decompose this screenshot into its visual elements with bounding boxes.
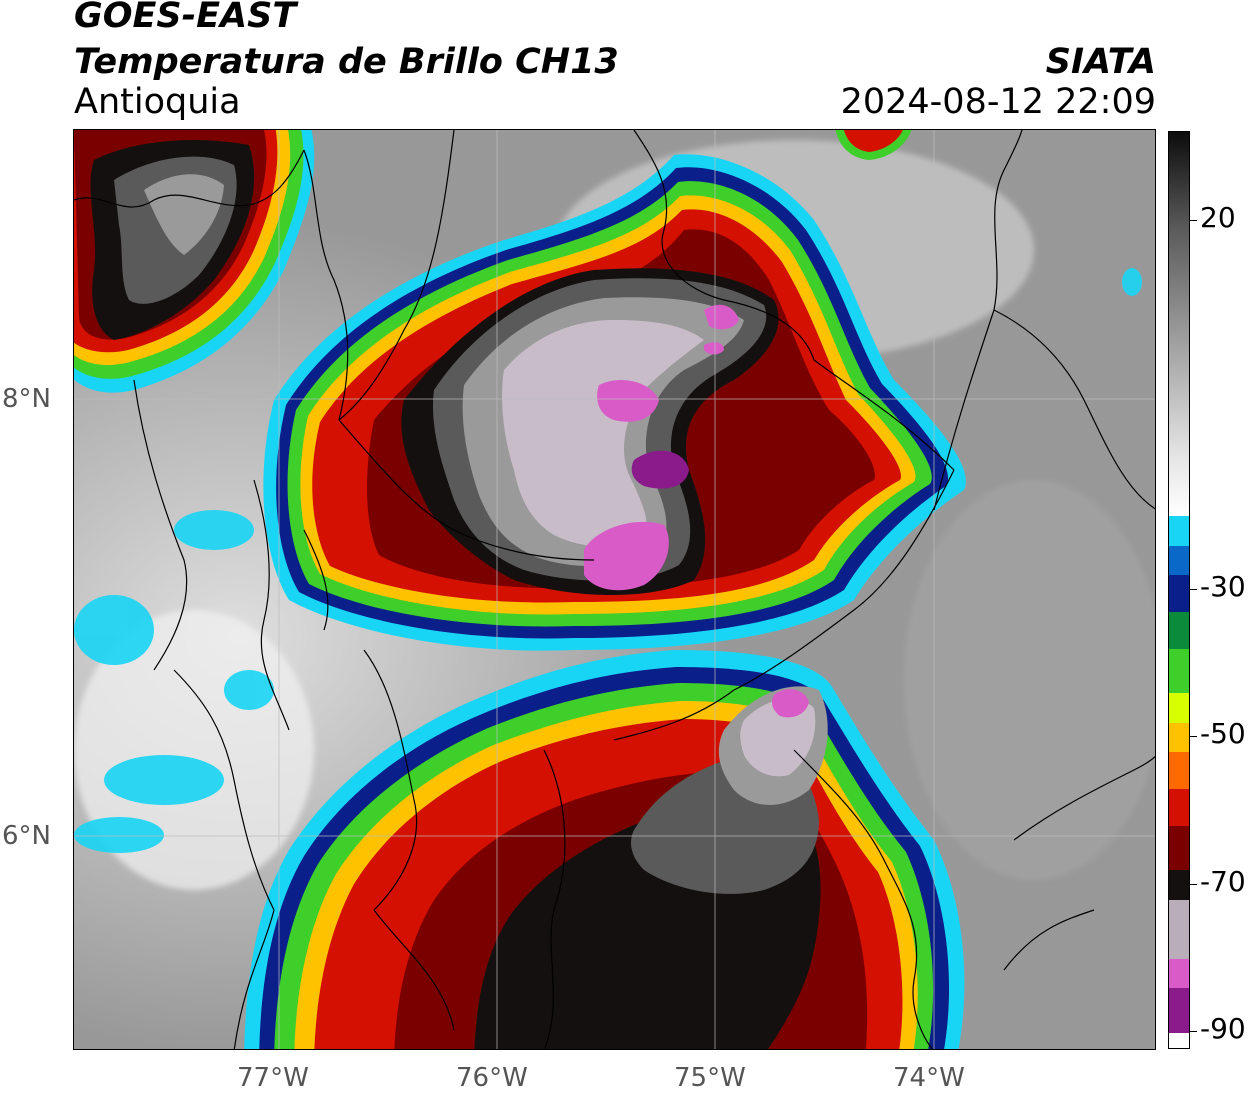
colorbar-segment [1169,132,1189,517]
colorbar-segment [1169,825,1189,871]
lon-label-77w: 77°W [237,1063,309,1093]
colorbar-tick [1190,588,1197,590]
colorbar-tick [1190,883,1197,885]
colorbar [1168,131,1190,1049]
colorbar-tick-label: -30 [1200,569,1246,603]
colorbar-segment [1169,958,1189,989]
satellite-title: GOES-EAST [74,0,297,36]
colorbar-segment [1169,648,1189,694]
colorbar-tick [1190,1031,1197,1033]
colorbar-tick-label: -70 [1200,864,1246,898]
colorbar-tick-label: -50 [1200,717,1246,751]
lon-label-75w: 75°W [674,1063,746,1093]
satellite-map [73,129,1156,1050]
colorbar-segment [1169,987,1189,1033]
colorbar-tick-label: -90 [1200,1012,1246,1046]
colorbar-segment [1169,788,1189,827]
timestamp-label: 2024-08-12 22:09 [840,82,1156,122]
product-title: Temperatura de Brillo CH13 [74,42,619,82]
storm-cell-central [263,154,966,651]
lat-label-8n: 8°N [2,384,51,414]
colorbar-tick [1190,736,1197,738]
region-title: Antioquia [74,82,241,122]
map-canvas [74,130,1155,1049]
colorbar-segment [1169,611,1189,650]
lon-label-76w: 76°W [456,1063,528,1093]
colorbar-segment [1169,751,1189,790]
shallow-cloud-patches [74,268,1142,853]
colorbar-segment [1169,1032,1189,1048]
admin-boundaries [74,130,1155,1049]
storm-cell-northeast [835,130,912,160]
colorbar-tick [1190,219,1197,221]
lon-label-74w: 74°W [893,1063,965,1093]
colorbar-segment [1169,515,1189,546]
colorbar-segment [1169,722,1189,753]
colorbar-segment [1169,545,1189,576]
colorbar-tick-label: 20 [1200,200,1236,234]
organization-label: SIATA [1045,42,1156,82]
storm-cell-south [244,650,965,1049]
colorbar-segment [1169,899,1189,959]
storm-cell-northwest [74,130,315,393]
graticule [74,130,1155,1049]
lat-label-6n: 6°N [2,821,51,851]
colorbar-segment [1169,692,1189,723]
colorbar-segment [1169,869,1189,900]
colorbar-segment [1169,574,1189,613]
